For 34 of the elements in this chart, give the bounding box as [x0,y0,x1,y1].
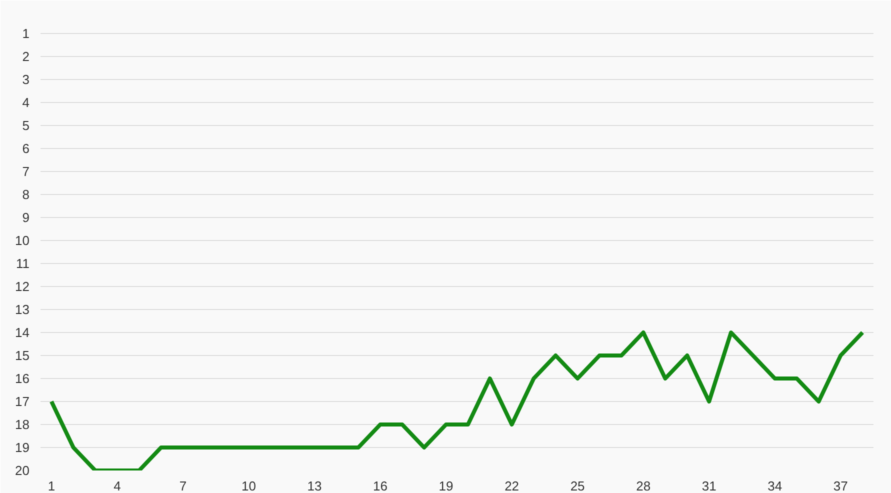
y-tick-label: 18 [15,417,30,432]
y-tick-label: 13 [15,302,30,317]
x-tick-label: 22 [504,478,520,493]
y-tick-label: 9 [22,210,30,225]
y-tick-label: 7 [22,164,30,179]
x-tick-label: 4 [114,478,121,493]
y-tick-label: 6 [22,141,30,156]
y-tick-label: 19 [15,440,30,455]
x-tick-label: 31 [702,478,716,493]
y-tick-label: 15 [15,348,30,363]
y-tick-label: 16 [15,371,30,386]
y-tick-label: 17 [15,394,30,409]
line-series [49,330,865,470]
y-tick-label: 1 [22,26,30,41]
x-tick-label: 10 [242,478,256,493]
x-tick-label: 28 [636,478,651,493]
x-tick-label: 37 [833,478,848,493]
x-tick-label: 13 [307,478,322,493]
y-tick-label: 3 [22,72,30,87]
y-tick-label: 14 [15,325,30,340]
x-tick-label: 19 [438,478,454,493]
x-tick-label: 34 [768,478,782,493]
y-tick-label: 10 [15,233,30,248]
y-tick-label: 5 [22,118,30,133]
x-tick-label: 1 [48,478,56,493]
x-tick-label: 7 [179,478,187,493]
x-tick-label: 25 [570,478,585,493]
x-tick-label: 16 [373,478,388,493]
y-tick-label: 2 [22,49,30,64]
y-tick-label: 12 [15,279,30,294]
y-tick-label: 11 [16,256,30,271]
y-tick-label: 20 [15,463,30,478]
y-tick-label: 8 [22,187,30,202]
y-tick-label: 4 [22,95,30,110]
